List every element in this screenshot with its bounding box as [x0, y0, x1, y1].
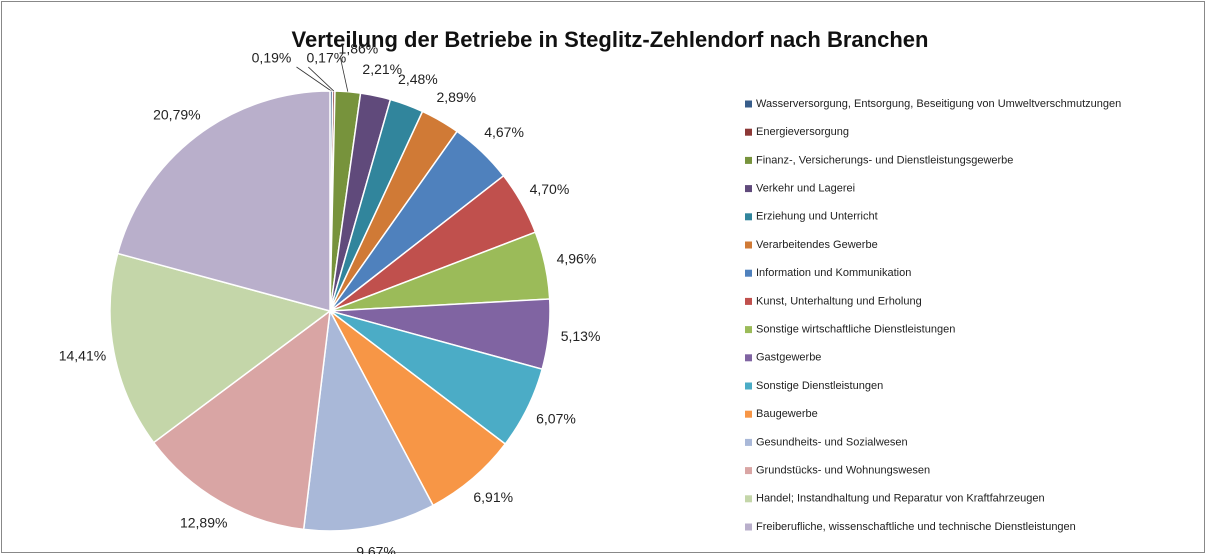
legend-label: Baugewerbe [756, 408, 818, 420]
legend-label: Information und Kommunikation [756, 267, 911, 279]
data-label: 12,89% [180, 515, 227, 531]
legend-swatch [745, 523, 752, 531]
data-label: 4,67% [484, 124, 524, 140]
legend-swatch [745, 382, 752, 390]
data-label: 2,21% [362, 61, 402, 77]
data-label: 14,41% [59, 348, 106, 364]
legend-swatch [745, 354, 752, 362]
leader-line [308, 66, 335, 92]
legend-swatch [745, 241, 752, 249]
legend-label: Sonstige Dienstleistungen [756, 380, 883, 392]
legend-label: Verarbeitendes Gewerbe [756, 239, 878, 251]
pie-slice [109, 252, 332, 444]
legend-swatch [745, 297, 752, 305]
pie-slice [152, 309, 331, 531]
legend-label: Gastgewerbe [756, 352, 821, 364]
legend-label: Energieversorgung [756, 126, 849, 138]
legend-label: Freiberufliche, wissenschaftliche und te… [756, 521, 1076, 533]
data-label: 9,67% [356, 544, 396, 554]
data-label: 1,86% [339, 41, 379, 57]
legend-swatch [745, 213, 752, 221]
legend-swatch [745, 326, 752, 334]
legend-label: Finanz-, Versicherungs- und Dienstleistu… [756, 154, 1013, 166]
legend-swatch [745, 467, 752, 475]
data-label: 2,48% [398, 71, 438, 87]
data-label: 0,17% [307, 50, 347, 66]
legend-swatch [745, 269, 752, 277]
data-label: 6,91% [473, 489, 513, 505]
pie-slice [116, 90, 331, 312]
chart-title: Verteilung der Betriebe in Steglitz-Zehl… [292, 27, 929, 52]
legend-swatch [745, 100, 752, 108]
data-label: 2,89% [436, 89, 476, 105]
pie-slice [302, 308, 435, 532]
legend-swatch [745, 156, 752, 164]
legend-swatch [745, 495, 752, 503]
legend-swatch [745, 410, 752, 418]
data-label: 20,79% [153, 106, 200, 122]
legend-label: Verkehr und Lagerei [756, 183, 855, 195]
legend-label: Wasserversorgung, Entsorgung, Beseitigun… [756, 98, 1121, 110]
legend-label: Erziehung und Unterricht [756, 211, 878, 223]
data-label: 6,07% [536, 411, 576, 427]
legend-swatch [745, 185, 752, 193]
leader-line [340, 57, 349, 92]
legend-label: Grundstücks- und Wohnungswesen [756, 465, 930, 477]
legend-label: Handel; Instandhaltung und Reparatur von… [756, 493, 1045, 505]
legend-swatch [745, 438, 752, 446]
legend-label: Kunst, Unterhaltung und Erholung [756, 295, 922, 307]
leader-line [296, 66, 332, 92]
legend-label: Gesundheits- und Sozialwesen [756, 436, 908, 448]
legend-swatch [745, 128, 752, 136]
data-label: 5,13% [561, 328, 601, 344]
data-label: 4,96% [557, 250, 597, 266]
data-label: 0,19% [252, 50, 292, 66]
data-label: 4,70% [530, 181, 570, 197]
legend-label: Sonstige wirtschaftliche Dienstleistunge… [756, 324, 955, 336]
